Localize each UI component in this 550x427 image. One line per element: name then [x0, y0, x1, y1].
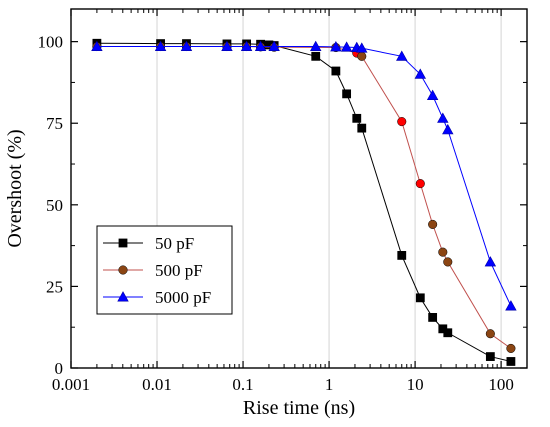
data-point [330, 41, 342, 52]
data-point [268, 40, 280, 51]
data-point [485, 352, 495, 361]
data-point [310, 40, 322, 51]
data-point [506, 343, 516, 353]
data-point [357, 51, 367, 61]
data-point [180, 40, 193, 51]
data-point [505, 300, 517, 311]
legend-label-500pf: 500 pF [155, 261, 203, 280]
data-point [428, 313, 438, 322]
y-tick-label: 50 [46, 196, 63, 215]
data-point [331, 66, 341, 76]
y-tick-label: 75 [46, 114, 63, 133]
series-5000pf [91, 40, 517, 311]
data-point [428, 219, 438, 229]
y-axis-title: Overshoot (%) [4, 129, 26, 247]
data-point [485, 329, 495, 339]
data-point [443, 257, 453, 267]
data-point [340, 41, 353, 52]
x-tick-label: 0.001 [52, 375, 90, 394]
data-point [415, 293, 425, 303]
data-point [415, 179, 425, 189]
data-point [414, 68, 427, 79]
y-tick-label: 100 [38, 33, 64, 52]
data-point [254, 40, 267, 51]
data-point [438, 247, 448, 257]
data-point [357, 123, 367, 133]
data-point [91, 40, 103, 51]
data-point [426, 89, 439, 100]
data-point [221, 40, 233, 51]
legend-marker [117, 291, 129, 302]
legend-marker [118, 265, 128, 275]
x-axis-title: Rise time (ns) [243, 397, 355, 419]
legend-marker [118, 238, 128, 248]
y-tick-label: 0 [55, 359, 64, 378]
data-point [397, 117, 407, 127]
data-point [311, 51, 321, 61]
data-point [484, 256, 497, 267]
data-point [342, 89, 352, 99]
legend: 50 pF 500 pF 5000 pF [96, 225, 233, 315]
series-layer [91, 38, 517, 366]
axis-ticks: 0.001 0.01 0.1 1 10 100 0 25 50 75 100 [38, 9, 527, 394]
data-point [437, 112, 449, 123]
x-tick-label: 100 [488, 375, 514, 394]
data-point [506, 357, 516, 366]
x-tick-label: 0.1 [232, 375, 253, 394]
data-point [356, 42, 368, 53]
x-tick-label: 10 [407, 375, 424, 394]
data-point [352, 113, 362, 123]
data-point [154, 40, 167, 51]
x-tick-label: 1 [325, 375, 334, 394]
y-tick-label: 25 [46, 277, 63, 296]
data-point [240, 40, 253, 51]
data-point [442, 123, 454, 135]
data-point [397, 251, 407, 260]
x-tick-label: 0.01 [142, 375, 172, 394]
legend-label-5000pf: 5000 pF [155, 288, 211, 307]
data-point [443, 328, 453, 338]
legend-label-50pf: 50 pF [155, 234, 194, 253]
legend-items [103, 238, 143, 302]
plot-frame [70, 8, 528, 369]
data-point [396, 50, 408, 61]
